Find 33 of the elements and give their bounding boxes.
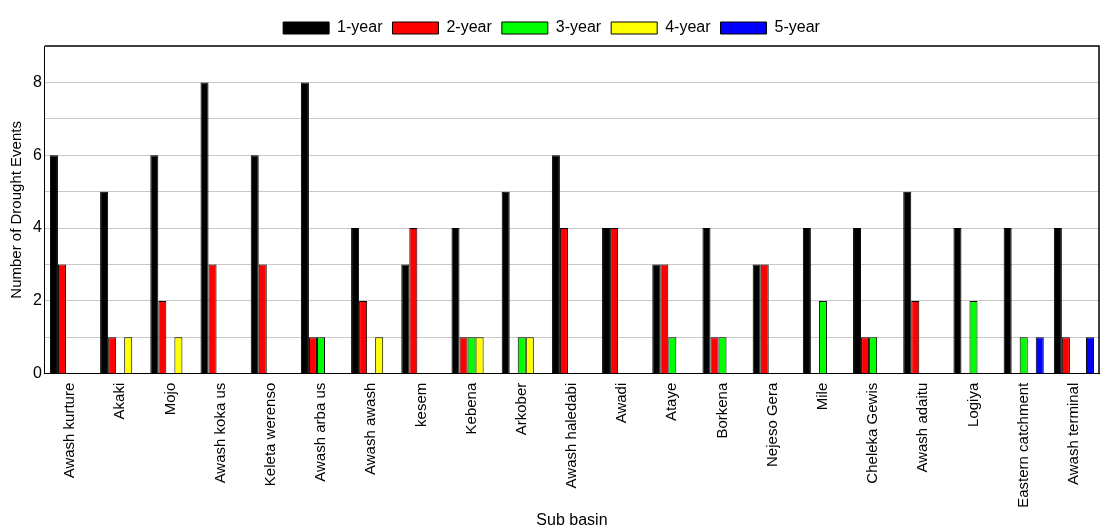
x-tick-label: Eastern catchment xyxy=(1013,381,1031,508)
y-tick-label: 8 xyxy=(32,72,42,90)
x-tick-label: Mojo xyxy=(160,382,178,416)
x-tick-label: Awash awash xyxy=(361,382,379,476)
legend-label: 3-year xyxy=(555,18,602,36)
x-tick-label: Cheleka Gewis xyxy=(863,382,881,484)
x-axis-title: Sub basin xyxy=(536,510,608,528)
legend-label: 1-year xyxy=(337,18,384,36)
legend-label: 5-year xyxy=(774,18,821,36)
legend-label: 4-year xyxy=(665,18,712,36)
x-tick-label: Keleta werenso xyxy=(260,382,278,487)
y-tick-label: 6 xyxy=(32,145,42,163)
y-tick-label: 2 xyxy=(32,291,42,309)
x-tick-label: Akaki xyxy=(110,382,128,420)
legend-label: 2-year xyxy=(446,18,493,36)
y-axis-title: Number of Drought Events xyxy=(7,121,25,299)
y-tick-label: 4 xyxy=(32,218,42,236)
x-tick-label: Ataye xyxy=(662,382,680,422)
x-tick-label: Logiya xyxy=(963,382,981,427)
x-tick-label: kesem xyxy=(411,382,429,427)
y-tick-label: 0 xyxy=(32,364,42,382)
x-tick-label: Kebena xyxy=(461,382,479,435)
x-tick-label: Awash arba us xyxy=(311,382,329,482)
x-tick-label: Awash adaitu xyxy=(913,382,931,473)
x-tick-label: Arkober xyxy=(511,382,529,436)
x-tick-label: Awadi xyxy=(612,382,630,424)
x-tick-label: Mile xyxy=(813,382,831,411)
x-tick-label: Nejeso Gera xyxy=(762,382,780,467)
x-tick-label: Awash kurture xyxy=(60,382,78,479)
x-tick-label: Awash haledabi xyxy=(562,382,580,489)
x-tick-label: Borkena xyxy=(712,382,730,439)
x-tick-label: Awash terminal xyxy=(1064,382,1082,486)
x-tick-label: Awash koka us xyxy=(210,382,228,484)
